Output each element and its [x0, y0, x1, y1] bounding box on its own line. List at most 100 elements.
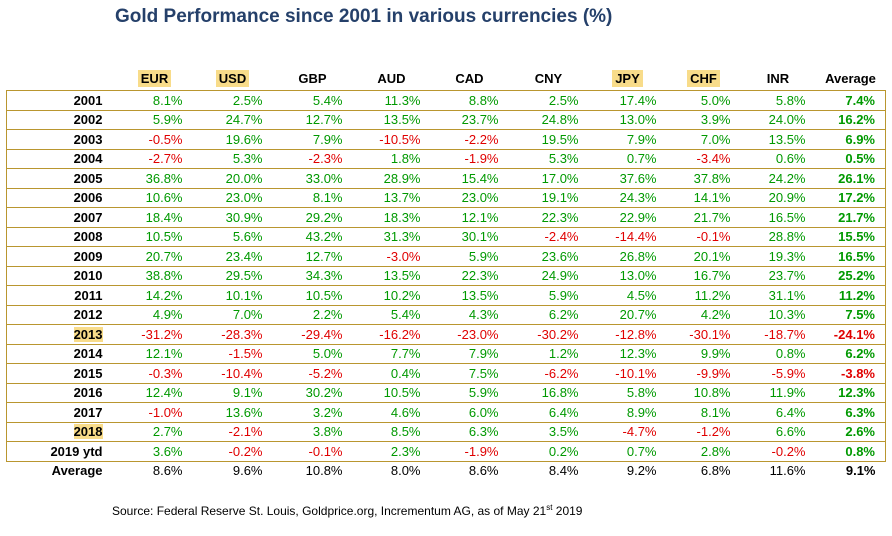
cell-chf: 20.1%	[666, 246, 741, 267]
column-header-inr: INR	[741, 66, 816, 91]
table-row-2017: 2017 -1.0% 13.6% 3.2% 4.6% 6.0% 6.4% 8.9% 8.1% 6.…	[6, 402, 886, 423]
cell-eur: -31.2%	[116, 324, 193, 345]
cell-aud: -10.5%	[352, 129, 431, 150]
cell-jpy: 13.0%	[588, 265, 667, 286]
cell-aud: 13.7%	[352, 187, 431, 208]
cell-jpy: 22.9%	[588, 207, 667, 228]
cell-gbp: 8.1%	[272, 187, 353, 208]
cell-average: 6.2%	[815, 343, 886, 364]
cell-average: 21.7%	[815, 207, 886, 228]
cell-average: 0.8%	[815, 441, 886, 462]
table-row-2011: 2011 14.2% 10.1% 10.5% 10.2% 13.5% 5.9% 4.5% 11.…	[6, 285, 886, 306]
cell-chf: 2.8%	[666, 441, 741, 462]
table-row-2008: 2008 10.5% 5.6% 43.2% 31.3% 30.1% -2.4% -14.4% -…	[6, 226, 886, 247]
row-label: 2005	[6, 168, 117, 189]
cell-eur: 36.8%	[116, 168, 193, 189]
row-label: 2012	[6, 304, 117, 325]
row-label-text: 2019 ytd	[50, 443, 103, 459]
row-label-text: Average	[51, 463, 103, 479]
row-label: 2016	[6, 382, 117, 403]
cell-gbp: 12.7%	[272, 246, 353, 267]
table-row-2014: 2014 12.1% -1.5% 5.0% 7.7% 7.9% 1.2% 12.3% 9.9% 0…	[6, 343, 886, 364]
cell-eur: 8.6%	[152, 463, 183, 479]
cell-gbp: 5.0%	[272, 343, 353, 364]
table-row-2010: 2010 38.8% 29.5% 34.3% 13.5% 22.3% 24.9% 13.0% 1…	[6, 265, 886, 286]
source-suffix: 2019	[552, 504, 583, 518]
cell-cny: 6.4%	[508, 402, 589, 423]
cell-cad: 6.0%	[430, 402, 509, 423]
cell-cny: 16.8%	[508, 382, 589, 403]
cell-gbp: 10.5%	[272, 285, 353, 306]
cell-inr: 28.8%	[740, 226, 816, 247]
cell-aud: 11.3%	[352, 90, 431, 111]
cell-inr: -5.9%	[740, 363, 816, 384]
cell-aud: 13.5%	[352, 109, 431, 130]
cell-eur: 18.4%	[116, 207, 193, 228]
cell-eur: 5.9%	[116, 109, 193, 130]
table-body: 2001 8.1% 2.5% 5.4% 11.3% 8.8% 2.5% 17.4% 5.0% 5.…	[6, 90, 886, 481]
cell-average: 2.6%	[815, 421, 886, 442]
cell-cad: 8.6%	[468, 463, 499, 479]
cell-cad: 15.4%	[430, 168, 509, 189]
cell-average: -3.8%	[815, 363, 886, 384]
cell-jpy: -14.4%	[588, 226, 667, 247]
cell-aud: 8.5%	[352, 421, 431, 442]
cell-cad: 23.7%	[430, 109, 509, 130]
cell-eur: -0.3%	[116, 363, 193, 384]
cell-gbp: 43.2%	[272, 226, 353, 247]
table-row-2004: 2004 -2.7% 5.3% -2.3% 1.8% -1.9% 5.3% 0.7% -3.4%…	[6, 148, 886, 169]
cell-usd: -1.5%	[192, 343, 273, 364]
column-header-label: GBP	[298, 70, 327, 86]
cell-inr: 11.9%	[740, 382, 816, 403]
column-header-eur: EUR	[117, 66, 193, 91]
cell-gbp: 30.2%	[272, 382, 353, 403]
cell-gbp: 29.2%	[272, 207, 353, 228]
table-row-2005: 2005 36.8% 20.0% 33.0% 28.9% 15.4% 17.0% 37.6% 3…	[6, 168, 886, 189]
cell-cad: 5.9%	[430, 246, 509, 267]
cell-inr: 24.2%	[740, 168, 816, 189]
cell-jpy: -10.1%	[588, 363, 667, 384]
cell-inr: 16.5%	[740, 207, 816, 228]
cell-cad: 8.8%	[430, 90, 509, 111]
cell-inr: 23.7%	[740, 265, 816, 286]
cell-jpy: -12.8%	[588, 324, 667, 345]
row-label-text: 2006	[73, 190, 103, 206]
table-row-2019-ytd: 2019 ytd 3.6% -0.2% -0.1% 2.3% -1.9% 0.2% 0.7% 2…	[6, 441, 886, 462]
cell-usd: 19.6%	[192, 129, 273, 150]
table-row-2002: 2002 5.9% 24.7% 12.7% 13.5% 23.7% 24.8% 13.0% 3.…	[6, 109, 886, 130]
column-header-usd: USD	[193, 66, 273, 91]
header-row: EUR USD GBP AUD CAD CNY JPY CHF INR Average	[7, 66, 886, 91]
table-row-2007: 2007 18.4% 30.9% 29.2% 18.3% 12.1% 22.3% 22.9% 2…	[6, 207, 886, 228]
cell-chf: -9.9%	[666, 363, 741, 384]
cell-chf: 21.7%	[666, 207, 741, 228]
cell-cad: 13.5%	[430, 285, 509, 306]
cell-average: 17.2%	[815, 187, 886, 208]
cell-chf: 14.1%	[666, 187, 741, 208]
cell-eur: -1.0%	[116, 402, 193, 423]
cell-chf: 7.0%	[666, 129, 741, 150]
cell-gbp: 7.9%	[272, 129, 353, 150]
column-header-gbp: GBP	[273, 66, 353, 91]
source-superscript: st	[546, 503, 553, 512]
row-label: 2018	[6, 421, 117, 442]
cell-jpy: 13.0%	[588, 109, 667, 130]
cell-chf: 9.9%	[666, 343, 741, 364]
row-label-text: 2002	[73, 112, 103, 128]
cell-cad: 5.9%	[430, 382, 509, 403]
cell-jpy: 24.3%	[588, 187, 667, 208]
cell-cad: 22.3%	[430, 265, 509, 286]
cell-cad: 7.5%	[430, 363, 509, 384]
cell-gbp: -5.2%	[272, 363, 353, 384]
cell-usd: 9.1%	[192, 382, 273, 403]
cell-jpy: 9.2%	[626, 463, 657, 479]
table-row-2001: 2001 8.1% 2.5% 5.4% 11.3% 8.8% 2.5% 17.4% 5.0% 5.…	[6, 90, 886, 111]
row-label: 2015	[6, 363, 117, 384]
cell-usd: 5.3%	[192, 148, 273, 169]
cell-usd: 13.6%	[192, 402, 273, 423]
cell-cad: -1.9%	[430, 148, 509, 169]
cell-average: 15.5%	[815, 226, 886, 247]
cell-cad: -23.0%	[430, 324, 509, 345]
cell-chf: 6.8%	[700, 463, 731, 479]
cell-jpy: 7.9%	[588, 129, 667, 150]
row-label: 2001	[6, 90, 117, 111]
